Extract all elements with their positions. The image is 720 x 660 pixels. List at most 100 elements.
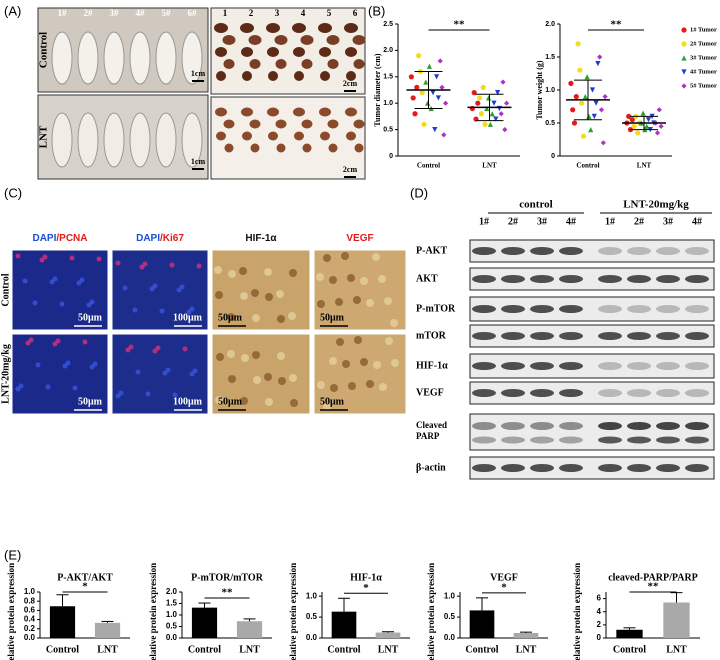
band <box>472 437 496 444</box>
bar <box>50 606 75 638</box>
band <box>598 305 622 313</box>
texture <box>26 341 31 346</box>
texture <box>277 315 285 323</box>
point <box>592 114 597 119</box>
texture <box>190 372 195 377</box>
texture <box>214 266 222 274</box>
tumor <box>276 120 287 129</box>
band <box>656 464 680 472</box>
tumor <box>320 71 330 81</box>
scale-bar-label: 50μm <box>218 312 243 323</box>
x-tick-label: LNT <box>666 644 687 655</box>
row-label: β-actin <box>416 462 446 473</box>
band <box>501 275 525 283</box>
texture <box>251 289 259 297</box>
texture <box>241 354 249 362</box>
x-tick-label: Control <box>417 162 440 170</box>
band <box>501 305 525 313</box>
tumor <box>302 120 313 129</box>
band <box>501 464 525 472</box>
texture <box>60 302 65 307</box>
bar <box>237 621 262 638</box>
band <box>656 362 680 370</box>
tumor <box>268 71 278 81</box>
texture <box>239 267 247 275</box>
legend-label: 1# Tumor <box>690 26 717 33</box>
texture <box>264 373 272 381</box>
band <box>598 437 622 444</box>
texture <box>160 309 165 314</box>
point <box>599 107 604 112</box>
point <box>484 106 489 111</box>
texture <box>278 377 286 385</box>
tumor <box>249 35 262 45</box>
tumor <box>327 35 340 45</box>
tumor <box>275 35 288 45</box>
row-label: Control <box>38 32 50 68</box>
band <box>530 332 554 340</box>
legend-label: 5# Tumor <box>690 82 717 89</box>
band <box>598 362 622 370</box>
bar <box>616 630 642 638</box>
texture <box>372 253 380 261</box>
texture <box>150 287 155 292</box>
tumor <box>344 23 358 33</box>
legend-label: 3# Tumor <box>690 54 717 61</box>
band <box>530 437 554 444</box>
texture <box>265 398 273 406</box>
texture <box>240 292 248 300</box>
point <box>504 101 509 106</box>
tumor <box>267 108 279 117</box>
panel-label: (E) <box>4 547 21 562</box>
tumor <box>215 108 227 117</box>
mouse-label: 3# <box>110 8 120 18</box>
y-tick-label: 1.0 <box>383 100 393 107</box>
row-label: VEGF <box>416 387 444 398</box>
texture <box>197 264 202 269</box>
point <box>443 101 448 106</box>
texture <box>163 371 168 376</box>
texture <box>360 358 368 366</box>
y-axis-label: Relative protein expression <box>426 563 436 660</box>
scale-bar-label: 50μm <box>218 396 243 407</box>
texture <box>83 340 88 345</box>
texture <box>373 361 381 369</box>
band <box>627 275 651 283</box>
point <box>603 94 608 99</box>
band <box>627 437 651 444</box>
texture <box>317 381 325 389</box>
texture <box>16 254 21 259</box>
scale-bar-label: 50μm <box>78 396 103 407</box>
band <box>598 464 622 472</box>
y-tick-label: 1.0 <box>24 587 36 596</box>
point <box>585 74 590 79</box>
row-label: Control <box>0 273 11 306</box>
texture <box>215 291 223 299</box>
y-tick-label: 0.8 <box>24 596 36 605</box>
y-axis-label: Tumor diameter (cm) <box>373 53 382 127</box>
scale-bar-label: 50μm <box>78 312 103 323</box>
texture <box>97 257 102 262</box>
x-tick-label: LNT <box>239 644 260 655</box>
tumor <box>250 120 261 129</box>
texture <box>70 256 75 261</box>
band <box>559 332 583 340</box>
texture <box>317 300 325 308</box>
column-label: DAPI/PCNA <box>32 233 87 244</box>
tumor <box>267 47 279 57</box>
texture <box>177 288 182 293</box>
tumor <box>268 132 278 141</box>
texture <box>341 252 349 260</box>
lane-label: 4# <box>566 216 576 227</box>
scale-bar-label: 100μm <box>173 396 203 407</box>
lane-label: 1# <box>479 216 489 227</box>
y-axis-label: Relative protein expression <box>572 563 582 660</box>
scale-bar-label: 100μm <box>173 312 203 323</box>
significance-label: * <box>82 581 88 593</box>
point <box>421 122 426 127</box>
mouse <box>104 32 124 84</box>
row-label: P-AKT <box>416 245 447 256</box>
band <box>472 464 496 472</box>
column-label-part: VEGF <box>346 233 373 244</box>
tumor <box>354 59 365 69</box>
